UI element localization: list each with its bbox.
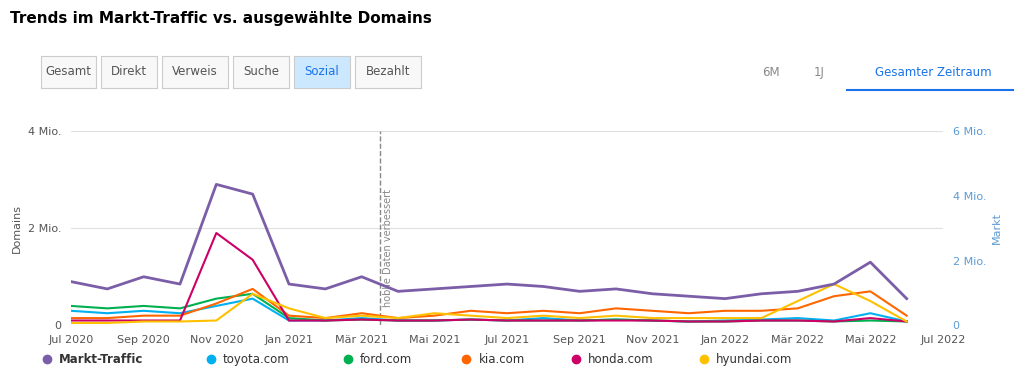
Text: Gesamter Zeitraum: Gesamter Zeitraum	[874, 66, 992, 79]
Text: 6M: 6M	[762, 66, 780, 79]
Y-axis label: Domains: Domains	[12, 203, 22, 253]
Text: Bezahlt: Bezahlt	[366, 65, 410, 79]
Text: honda.com: honda.com	[588, 353, 654, 365]
Text: hyundai.com: hyundai.com	[716, 353, 792, 365]
Text: kia.com: kia.com	[479, 353, 525, 365]
Text: 1J: 1J	[813, 66, 824, 79]
Text: Gesamt: Gesamt	[46, 65, 91, 79]
Text: Trends im Markt-Traffic vs. ausgewählte Domains: Trends im Markt-Traffic vs. ausgewählte …	[10, 11, 432, 26]
Text: hoblie Daten verbessert: hoblie Daten verbessert	[383, 189, 393, 307]
Text: Verweis: Verweis	[172, 65, 218, 79]
Text: Direkt: Direkt	[112, 65, 147, 79]
Text: Suche: Suche	[243, 65, 279, 79]
Text: Sozial: Sozial	[304, 65, 340, 79]
Text: toyota.com: toyota.com	[223, 353, 290, 365]
Y-axis label: Markt: Markt	[992, 212, 1002, 244]
Text: ford.com: ford.com	[360, 353, 413, 365]
Text: Markt-Traffic: Markt-Traffic	[59, 353, 143, 365]
